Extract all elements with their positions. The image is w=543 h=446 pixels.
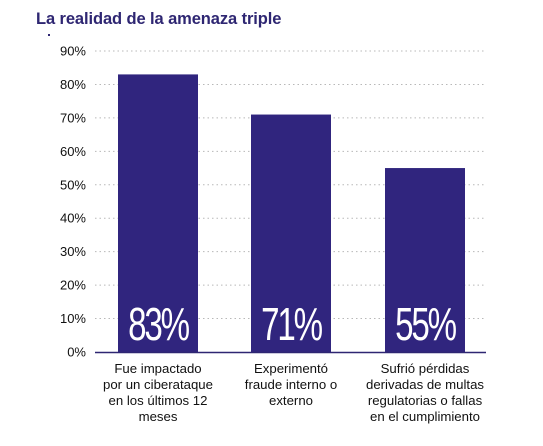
- y-tick-label: 30%: [60, 244, 86, 259]
- x-category-label-line: en el cumplimiento: [370, 409, 480, 424]
- y-tick-label: 60%: [60, 144, 86, 159]
- x-category-label: Fue impactado por un ciberataque en los úl…: [83, 361, 233, 425]
- bar: [118, 74, 198, 353]
- bar: [385, 168, 465, 352]
- x-category-label: Experimentó fraude interno o externo: [216, 361, 366, 409]
- y-tick-label: 70%: [60, 110, 86, 125]
- y-tick-label: 50%: [60, 177, 86, 192]
- bar-data-label: 71%: [261, 300, 322, 350]
- x-category-label-line: Sufrió pérdidas: [380, 361, 470, 376]
- y-tick-label: 40%: [60, 211, 86, 226]
- y-tick-label: 0%: [67, 345, 86, 360]
- x-category-label-line: derivadas de multas: [365, 377, 485, 392]
- x-category-label-line: Fue impactado: [114, 361, 202, 376]
- x-category-label-line: Experimentó: [253, 361, 329, 376]
- x-category-label-line: por un ciberataque: [103, 377, 213, 392]
- y-tick-label: 20%: [60, 278, 86, 293]
- x-category-label-line: en los últimos 12: [108, 393, 208, 408]
- bar: [251, 114, 331, 353]
- bar-data-label: 55%: [395, 300, 456, 350]
- y-tick-label: 80%: [60, 77, 86, 92]
- x-category-label-line: fraude interno o: [244, 377, 338, 392]
- y-tick-label: 10%: [60, 311, 86, 326]
- y-tick-label: 90%: [60, 44, 86, 59]
- chart-title: La realidad de la amenaza triple: [36, 10, 282, 28]
- x-category-label-line: meses: [138, 409, 178, 424]
- title-mark: [48, 34, 50, 36]
- x-category-label-line: regulatorias o fallas: [367, 393, 483, 408]
- x-category-label: Sufrió pérdidas derivadas de multas regula…: [350, 361, 500, 425]
- x-category-label-line: externo: [269, 393, 313, 408]
- bar-data-label: 83%: [128, 300, 189, 350]
